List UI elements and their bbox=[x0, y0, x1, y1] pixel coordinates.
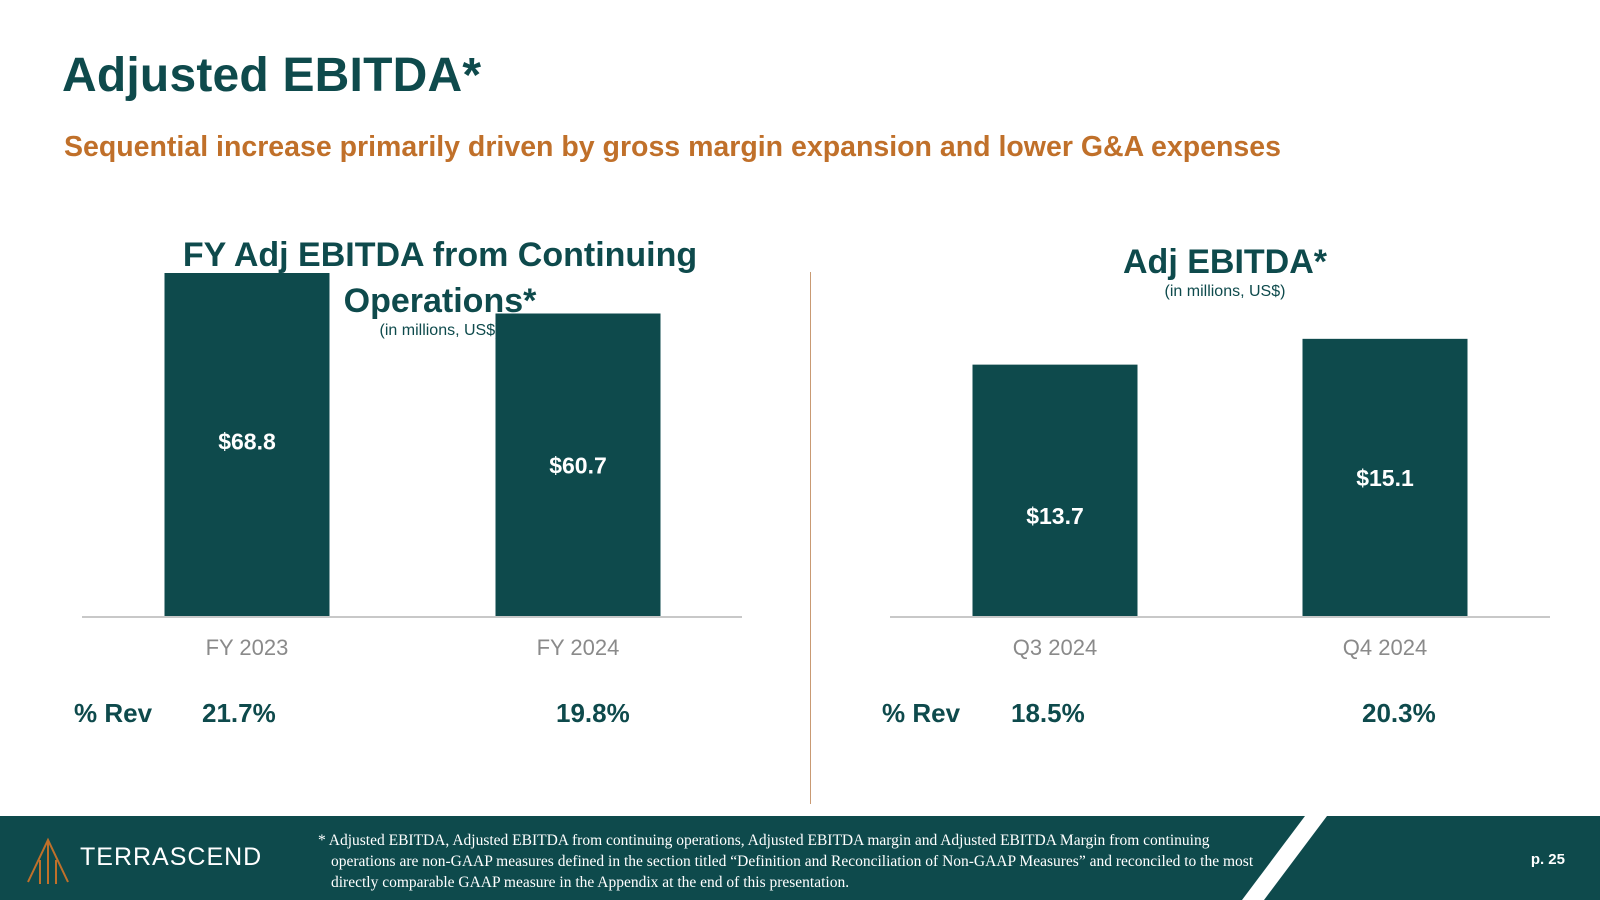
right-pct-rev-value-q4: 20.3% bbox=[1362, 698, 1436, 728]
left-chart-unit: (in millions, US$) bbox=[379, 322, 501, 339]
right-category-label-1: Q4 2024 bbox=[1343, 635, 1427, 660]
left-category-label-0: FY 2023 bbox=[206, 635, 289, 660]
page-number: p. 25 bbox=[1530, 851, 1565, 868]
left-chart-title: FY Adj EBITDA from Continuing Operations… bbox=[182, 236, 698, 320]
left-category-label-1: FY 2024 bbox=[537, 635, 620, 660]
charts-canvas: $68.8 FY 2023 $60.7 FY 2024 $13.7 Q3 2024 $15.… bbox=[82, 273, 1550, 660]
right-pct-rev-value-q3: 18.5% bbox=[1011, 698, 1085, 728]
right-chart-title: Adj EBITDA* bbox=[1123, 243, 1327, 281]
terrascend-logo-icon bbox=[27, 837, 69, 884]
right-bar-value-label-1: $15.1 bbox=[1356, 465, 1414, 491]
left-bar-value-label-1: $60.7 bbox=[549, 452, 607, 478]
left-bar-value-label-0: $68.8 bbox=[218, 429, 276, 455]
slide-subtitle: Sequential increase primarily driven by … bbox=[64, 131, 1281, 163]
right-bar-1 bbox=[1302, 338, 1468, 617]
left-bar-1 bbox=[495, 313, 661, 617]
chart-divider bbox=[810, 272, 811, 804]
company-logo-text: TERRASCEND bbox=[80, 843, 263, 871]
right-bar-value-label-0: $13.7 bbox=[1026, 503, 1084, 529]
right-bar-0 bbox=[972, 364, 1138, 617]
left-pct-rev-label: % Rev bbox=[74, 698, 153, 728]
right-pct-rev-label: % Rev bbox=[882, 698, 961, 728]
left-pct-rev-value-fy2023: 21.7% bbox=[202, 698, 276, 728]
slide-title: Adjusted EBITDA* bbox=[62, 49, 482, 102]
right-chart-unit: (in millions, US$) bbox=[1164, 283, 1286, 300]
footer-slash-decoration bbox=[1242, 816, 1327, 900]
left-pct-rev-value-fy2024: 19.8% bbox=[556, 698, 630, 728]
footer-bar bbox=[0, 816, 1600, 900]
right-category-label-0: Q3 2024 bbox=[1013, 635, 1097, 660]
footnote: * Adjusted EBITDA, Adjusted EBITDA from … bbox=[318, 832, 1254, 891]
left-bar-0 bbox=[164, 273, 330, 617]
